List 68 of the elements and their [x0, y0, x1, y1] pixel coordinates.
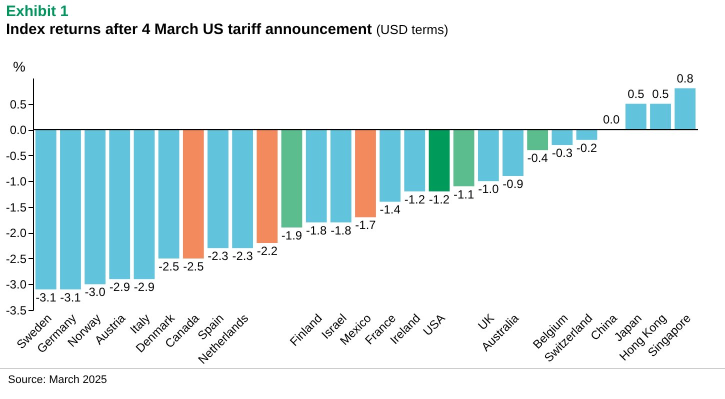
data-label: -2.3 — [208, 249, 229, 264]
data-label: -0.9 — [502, 176, 524, 191]
bar — [281, 130, 302, 228]
y-tick-label: -3.0 — [6, 278, 27, 292]
chart-title: Index returns after 4 March US tariff announcement — [6, 21, 372, 38]
data-label: -0.3 — [552, 146, 573, 160]
bar — [428, 130, 450, 192]
y-tick-label: -1.0 — [6, 174, 27, 189]
y-tick-label: 0.5 — [10, 97, 27, 112]
bar — [134, 130, 155, 280]
data-label: -0.2 — [576, 140, 598, 155]
bar — [527, 130, 548, 150]
text: Exhibit 1 — [5, 2, 70, 20]
bar — [182, 130, 204, 258]
bar — [306, 130, 327, 222]
data-label: 0.0 — [602, 112, 620, 127]
data-label: -1.9 — [281, 228, 302, 243]
bar — [330, 130, 352, 222]
source-note: Source: March 2025 — [0, 368, 725, 386]
bar — [158, 130, 180, 258]
bar — [650, 104, 671, 130]
bar — [109, 130, 130, 280]
bar — [478, 130, 499, 182]
bar — [674, 88, 696, 130]
y-tick-label: -2.0 — [6, 226, 27, 240]
data-label: -1.2 — [428, 192, 450, 206]
y-tick-label: -3.5 — [6, 304, 27, 318]
bar — [453, 130, 474, 186]
bar — [256, 130, 278, 243]
data-label: -2.2 — [256, 244, 278, 258]
data-label: -1.8 — [330, 223, 352, 238]
data-label: -2.5 — [158, 259, 180, 274]
data-label: -1.8 — [306, 223, 327, 238]
data-label: -0.4 — [527, 151, 548, 166]
y-tick-label: -1.5 — [6, 200, 27, 214]
data-label: -2.3 — [232, 249, 254, 264]
data-label: -1.1 — [453, 187, 474, 202]
bar — [380, 130, 401, 202]
chart-subtitle: (USD terms) — [376, 22, 448, 37]
y-tick-label: -0.5 — [6, 148, 27, 163]
data-label: -1.2 — [404, 192, 426, 206]
bar — [60, 130, 81, 290]
data-label: -1.4 — [380, 202, 401, 217]
bar — [404, 130, 426, 192]
data-label: 0.5 — [652, 86, 670, 101]
data-label: 0.5 — [628, 86, 645, 101]
y-tick-label: 0.0 — [10, 123, 27, 138]
bar — [355, 130, 376, 218]
bar — [35, 130, 56, 290]
data-label: -2.5 — [183, 259, 204, 274]
data-label: 0.8 — [676, 71, 694, 86]
bar — [576, 130, 598, 140]
data-label: -2.9 — [109, 280, 130, 294]
bar — [84, 130, 106, 284]
data-label: -3.0 — [84, 285, 106, 300]
y-axis-title: % — [13, 58, 26, 74]
bar — [502, 130, 524, 176]
data-label: -3.1 — [60, 290, 82, 304]
bar — [208, 130, 228, 248]
bar — [625, 104, 646, 130]
bar — [552, 130, 573, 146]
bar — [232, 130, 254, 248]
data-label: -2.9 — [134, 280, 155, 294]
y-tick-label: -2.5 — [6, 252, 27, 266]
x-tick-label: USA — [420, 311, 448, 338]
data-label: -3.1 — [36, 290, 57, 304]
data-label: -1.7 — [355, 218, 376, 232]
data-label: -1.0 — [478, 182, 500, 196]
